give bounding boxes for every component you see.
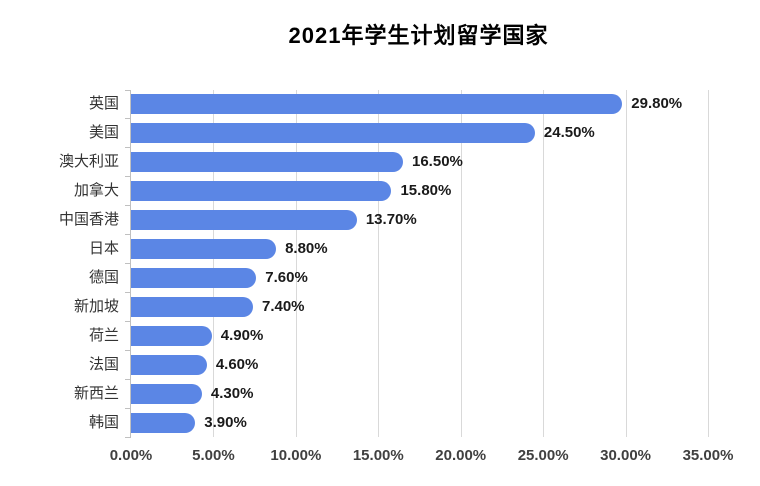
gridline <box>625 90 627 437</box>
bar <box>131 325 212 346</box>
category-label: 英国 <box>88 95 119 113</box>
category-label: 韩国 <box>88 413 119 431</box>
bar <box>131 267 257 288</box>
category-label: 澳大利亚 <box>58 153 119 171</box>
y-axis-tick <box>125 378 131 380</box>
y-axis-tick <box>125 147 131 149</box>
bar <box>131 239 277 260</box>
x-axis-tick-label: 0.00% <box>109 447 153 464</box>
bar <box>131 412 196 433</box>
bar <box>131 152 403 173</box>
x-axis-tick-label: 25.00% <box>517 447 569 464</box>
y-axis-tick <box>125 291 131 293</box>
y-axis-tick <box>125 234 131 236</box>
x-axis-tick-label: 30.00% <box>600 447 651 464</box>
value-label: 13.70% <box>365 211 417 229</box>
y-axis-tick <box>125 176 131 178</box>
bar <box>131 210 357 231</box>
value-label: 4.90% <box>220 326 264 344</box>
gridline <box>708 90 709 437</box>
gridline <box>460 90 462 437</box>
plot-area: 0.00% 5.00% 10.00% 15.00% 20.00% 25.00% 30.00%… <box>59 89 733 464</box>
value-label: 29.80% <box>631 95 683 113</box>
value-label: 7.40% <box>261 297 305 315</box>
category-label: 美国 <box>88 124 119 142</box>
category-label: 德国 <box>88 268 119 286</box>
category-label: 加拿大 <box>73 182 119 200</box>
value-label: 8.80% <box>285 240 328 258</box>
chart-title: 2021年学生计划留学国家 <box>288 23 549 48</box>
category-label: 日本 <box>88 240 119 258</box>
category-label: 法国 <box>88 355 119 373</box>
y-axis-tick <box>125 89 131 91</box>
y-axis-tick <box>125 349 131 351</box>
x-axis-tick-label: 35.00% <box>682 447 734 464</box>
y-axis-tick <box>125 205 131 207</box>
gridline <box>213 90 215 437</box>
value-label: 4.60% <box>215 355 259 373</box>
bar <box>131 123 535 144</box>
bar <box>131 94 623 115</box>
value-label: 16.50% <box>412 153 463 171</box>
category-label: 荷兰 <box>88 326 119 344</box>
value-label: 15.80% <box>400 182 452 200</box>
category-label: 新西兰 <box>73 384 119 402</box>
y-axis-tick <box>125 118 131 120</box>
gridline <box>543 90 545 437</box>
y-axis-tick <box>125 436 131 438</box>
y-axis-tick <box>125 263 131 264</box>
y-axis-tick <box>125 320 131 322</box>
bar <box>131 383 202 404</box>
bar <box>131 181 392 202</box>
x-axis-tick-label: 5.00% <box>192 447 235 464</box>
value-label: 7.60% <box>265 268 308 286</box>
value-label: 4.30% <box>210 384 254 402</box>
value-label: 3.90% <box>204 413 247 431</box>
value-label: 24.50% <box>543 124 595 142</box>
x-axis-tick-label: 15.00% <box>352 447 404 464</box>
bar <box>131 354 207 375</box>
x-axis-tick-label: 10.00% <box>270 447 322 464</box>
bar <box>131 296 253 317</box>
gridline <box>378 90 380 437</box>
x-axis-tick-label: 20.00% <box>435 447 487 464</box>
category-label: 中国香港 <box>58 211 119 229</box>
gridline <box>295 90 297 437</box>
category-label: 新加坡 <box>73 297 119 315</box>
y-axis-tick <box>125 407 131 409</box>
